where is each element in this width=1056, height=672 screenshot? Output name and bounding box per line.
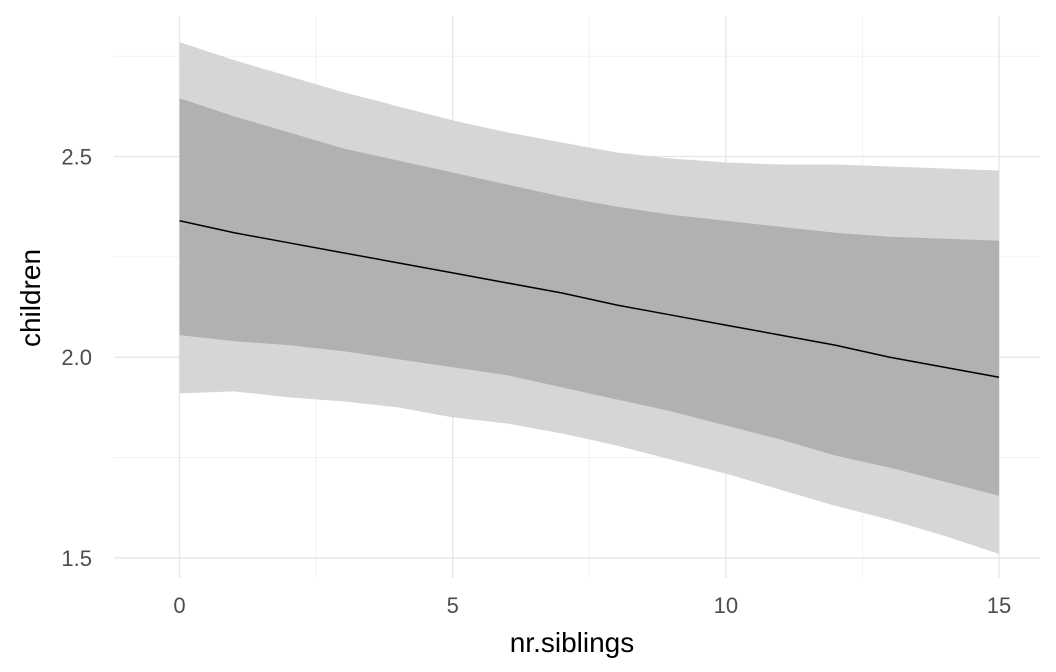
y-tick-label: 2.0 bbox=[61, 345, 92, 370]
series-line bbox=[179, 219, 1000, 379]
tick-labels: 0 5 10 15 1.5 2.0 2.5 bbox=[61, 145, 1011, 619]
x-tick-label: 5 bbox=[447, 593, 459, 618]
x-tick-label: 10 bbox=[714, 593, 738, 618]
x-axis-title: nr.siblings bbox=[510, 627, 635, 658]
inner-confidence-band bbox=[179, 98, 1000, 496]
x-tick-label: 15 bbox=[987, 593, 1011, 618]
y-tick-label: 1.5 bbox=[61, 546, 92, 571]
y-tick-label: 2.5 bbox=[61, 145, 92, 170]
x-tick-label: 0 bbox=[173, 593, 185, 618]
y-axis-title: children bbox=[15, 249, 46, 347]
